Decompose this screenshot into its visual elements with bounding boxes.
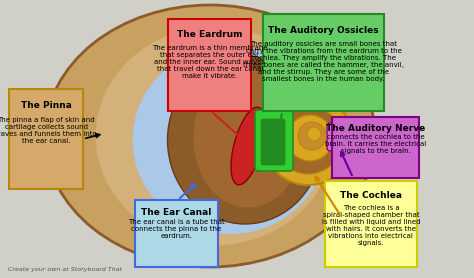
Text: The auditory ossicles are small bones that
carry the vibrations from the eardrum: The auditory ossicles are small bones th… <box>243 41 404 82</box>
Ellipse shape <box>193 68 303 208</box>
Bar <box>339 128 342 146</box>
Ellipse shape <box>274 106 342 174</box>
Ellipse shape <box>45 5 375 267</box>
Ellipse shape <box>95 26 335 246</box>
Text: The Pinna: The Pinna <box>21 101 72 110</box>
FancyBboxPatch shape <box>263 14 384 111</box>
FancyBboxPatch shape <box>255 110 293 171</box>
Bar <box>344 128 347 146</box>
Bar <box>354 128 357 146</box>
Text: connects the cochlea to the
brain. It carries the electrical
signals to the brai: connects the cochlea to the brain. It ca… <box>325 134 426 154</box>
Text: The Ear Canal: The Ear Canal <box>141 208 212 217</box>
FancyBboxPatch shape <box>135 200 218 267</box>
FancyBboxPatch shape <box>327 123 371 151</box>
FancyBboxPatch shape <box>261 119 285 165</box>
FancyBboxPatch shape <box>168 19 251 111</box>
Text: The pinna a flap of skin and
cartilage collects sound
waves and funnels them int: The pinna a flap of skin and cartilage c… <box>0 117 97 144</box>
FancyBboxPatch shape <box>332 117 419 178</box>
Text: The eardrum is a thin membrane
that separates the outer ear
and the inner ear. S: The eardrum is a thin membrane that sepa… <box>152 45 267 79</box>
Text: The Eardrum: The Eardrum <box>177 31 243 39</box>
Ellipse shape <box>298 122 326 150</box>
Ellipse shape <box>287 115 333 161</box>
Text: The Auditory Nerve: The Auditory Nerve <box>326 124 425 133</box>
Text: The cochlea is a
spiral-shaped chamber that
is filled with liquid and lined
with: The cochlea is a spiral-shaped chamber t… <box>322 205 420 246</box>
Bar <box>334 128 337 146</box>
Text: The Cochlea: The Cochlea <box>340 191 402 200</box>
FancyBboxPatch shape <box>9 89 83 189</box>
Ellipse shape <box>307 127 321 141</box>
Ellipse shape <box>167 56 322 224</box>
Bar <box>349 128 352 146</box>
Text: The Auditory Ossicles: The Auditory Ossicles <box>268 26 379 34</box>
Text: The ear canal is a tube that
connects the pinna to the
eardrum.: The ear canal is a tube that connects th… <box>128 219 225 239</box>
Ellipse shape <box>263 95 353 185</box>
Text: Create your own at Storyboard That: Create your own at Storyboard That <box>8 267 122 272</box>
Bar <box>359 128 362 146</box>
Ellipse shape <box>133 46 328 234</box>
Ellipse shape <box>231 107 265 185</box>
FancyBboxPatch shape <box>325 181 417 267</box>
